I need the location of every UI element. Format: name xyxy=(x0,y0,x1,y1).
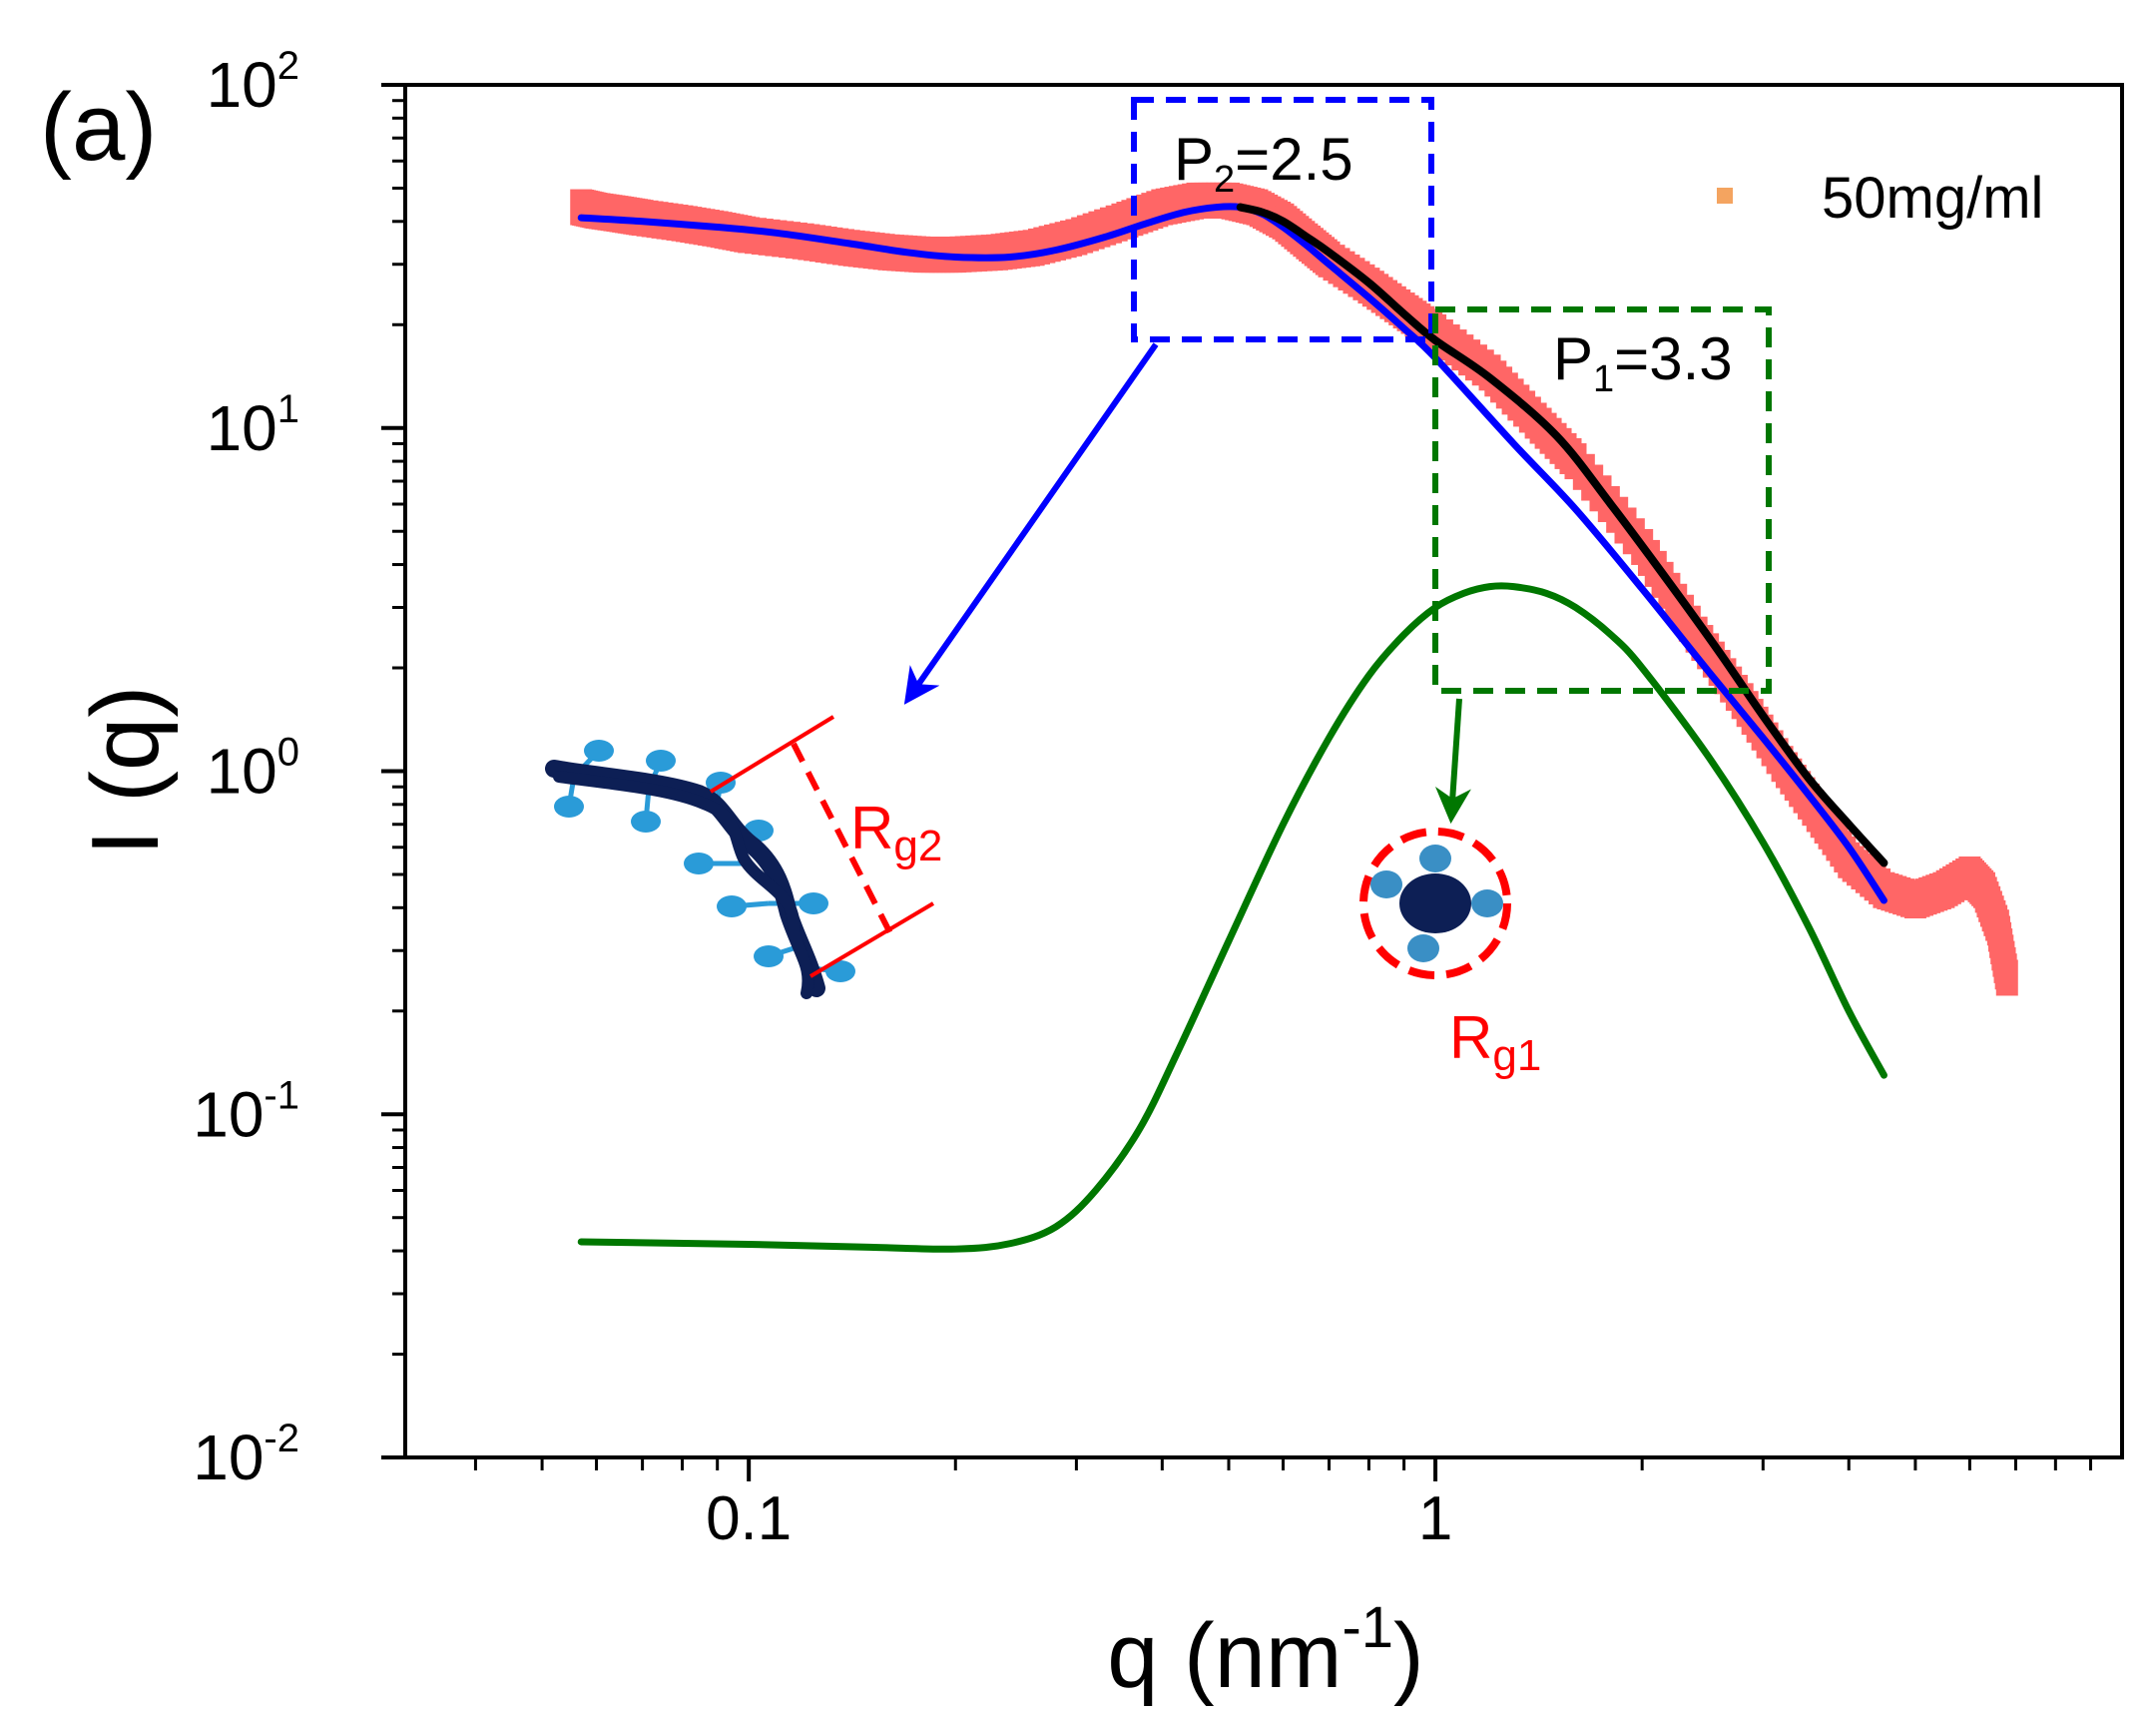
y-tick-label-0.01: 10-2 xyxy=(193,1417,299,1493)
rg1-illustration: Rg1 xyxy=(1359,828,1541,1080)
rg2-label: Rg2 xyxy=(850,795,942,870)
p1-arrow xyxy=(1434,698,1471,825)
plot-frame xyxy=(403,83,2124,1459)
y-axis-title: I (q) xyxy=(72,686,179,857)
series-50mg-ml xyxy=(570,182,2018,996)
chain-strand-b xyxy=(553,771,814,999)
y-tick-label-100: 102 xyxy=(207,44,299,121)
rg2-illustration: Rg2 xyxy=(545,715,942,999)
y-tick-label-0.1: 10-1 xyxy=(193,1073,299,1150)
y-tick-label-10: 101 xyxy=(207,387,299,464)
p2-label: P2=2.5 xyxy=(1174,126,1353,201)
x-axis-title: q (nm-1) xyxy=(1107,1595,1423,1707)
x-tick-label-0.1: 0.1 xyxy=(706,1484,792,1553)
data-layer xyxy=(570,182,2018,1253)
series-black-fit xyxy=(1236,203,1888,867)
rg1-label: Rg1 xyxy=(1449,1004,1541,1080)
x-tick-labels: 0.1 1 xyxy=(706,1484,1452,1553)
p2-arrow xyxy=(903,342,1159,705)
rg2-boundary-lower xyxy=(808,901,935,978)
rg1-circle xyxy=(1359,828,1511,979)
rg1-core xyxy=(1399,873,1471,933)
p1-box xyxy=(1432,306,1772,694)
data-point xyxy=(1995,959,2018,996)
minor-ticks xyxy=(381,83,2093,1481)
legend-marker xyxy=(1717,188,1733,204)
y-tick-labels: 102 101 100 10-1 10-2 xyxy=(193,44,299,1493)
rg2-distance xyxy=(791,742,893,935)
p1-label: P1=3.3 xyxy=(1553,325,1733,400)
series-green-fit xyxy=(577,582,1887,1253)
series-blue-fit xyxy=(577,203,1887,904)
legend: 50mg/ml xyxy=(1717,166,2043,231)
panel-label: (a) xyxy=(40,74,157,181)
rg2-boundary-upper xyxy=(709,715,835,794)
y-tick-label-1: 100 xyxy=(207,731,299,808)
p2-box xyxy=(1131,97,1434,342)
legend-label: 50mg/ml xyxy=(1822,166,2043,231)
x-tick-label-1: 1 xyxy=(1418,1484,1452,1553)
